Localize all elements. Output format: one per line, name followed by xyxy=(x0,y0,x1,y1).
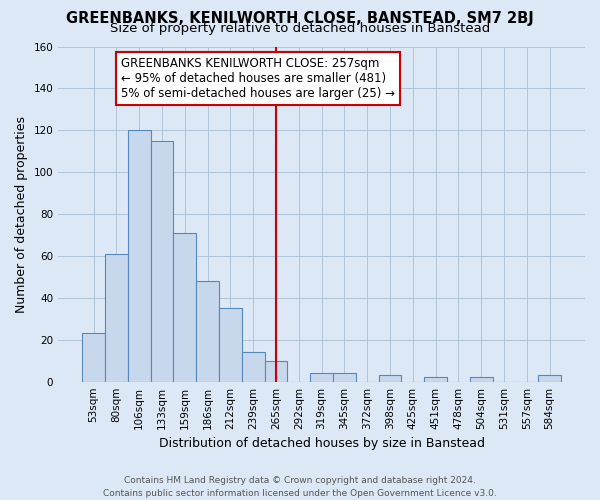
Bar xyxy=(242,352,265,382)
Bar xyxy=(310,374,333,382)
Text: Size of property relative to detached houses in Banstead: Size of property relative to detached ho… xyxy=(110,22,490,35)
Bar xyxy=(151,141,173,382)
Y-axis label: Number of detached properties: Number of detached properties xyxy=(15,116,28,312)
Bar xyxy=(196,281,219,382)
Bar xyxy=(265,360,287,382)
Bar xyxy=(105,254,128,382)
Bar xyxy=(470,378,493,382)
Bar xyxy=(173,233,196,382)
Bar xyxy=(333,374,356,382)
Bar xyxy=(128,130,151,382)
Text: Contains HM Land Registry data © Crown copyright and database right 2024.
Contai: Contains HM Land Registry data © Crown c… xyxy=(103,476,497,498)
Text: GREENBANKS, KENILWORTH CLOSE, BANSTEAD, SM7 2BJ: GREENBANKS, KENILWORTH CLOSE, BANSTEAD, … xyxy=(66,11,534,26)
X-axis label: Distribution of detached houses by size in Banstead: Distribution of detached houses by size … xyxy=(158,437,485,450)
Bar xyxy=(538,376,561,382)
Bar xyxy=(424,378,447,382)
Bar xyxy=(379,376,401,382)
Bar xyxy=(82,334,105,382)
Text: GREENBANKS KENILWORTH CLOSE: 257sqm
← 95% of detached houses are smaller (481)
5: GREENBANKS KENILWORTH CLOSE: 257sqm ← 95… xyxy=(121,57,395,100)
Bar xyxy=(219,308,242,382)
